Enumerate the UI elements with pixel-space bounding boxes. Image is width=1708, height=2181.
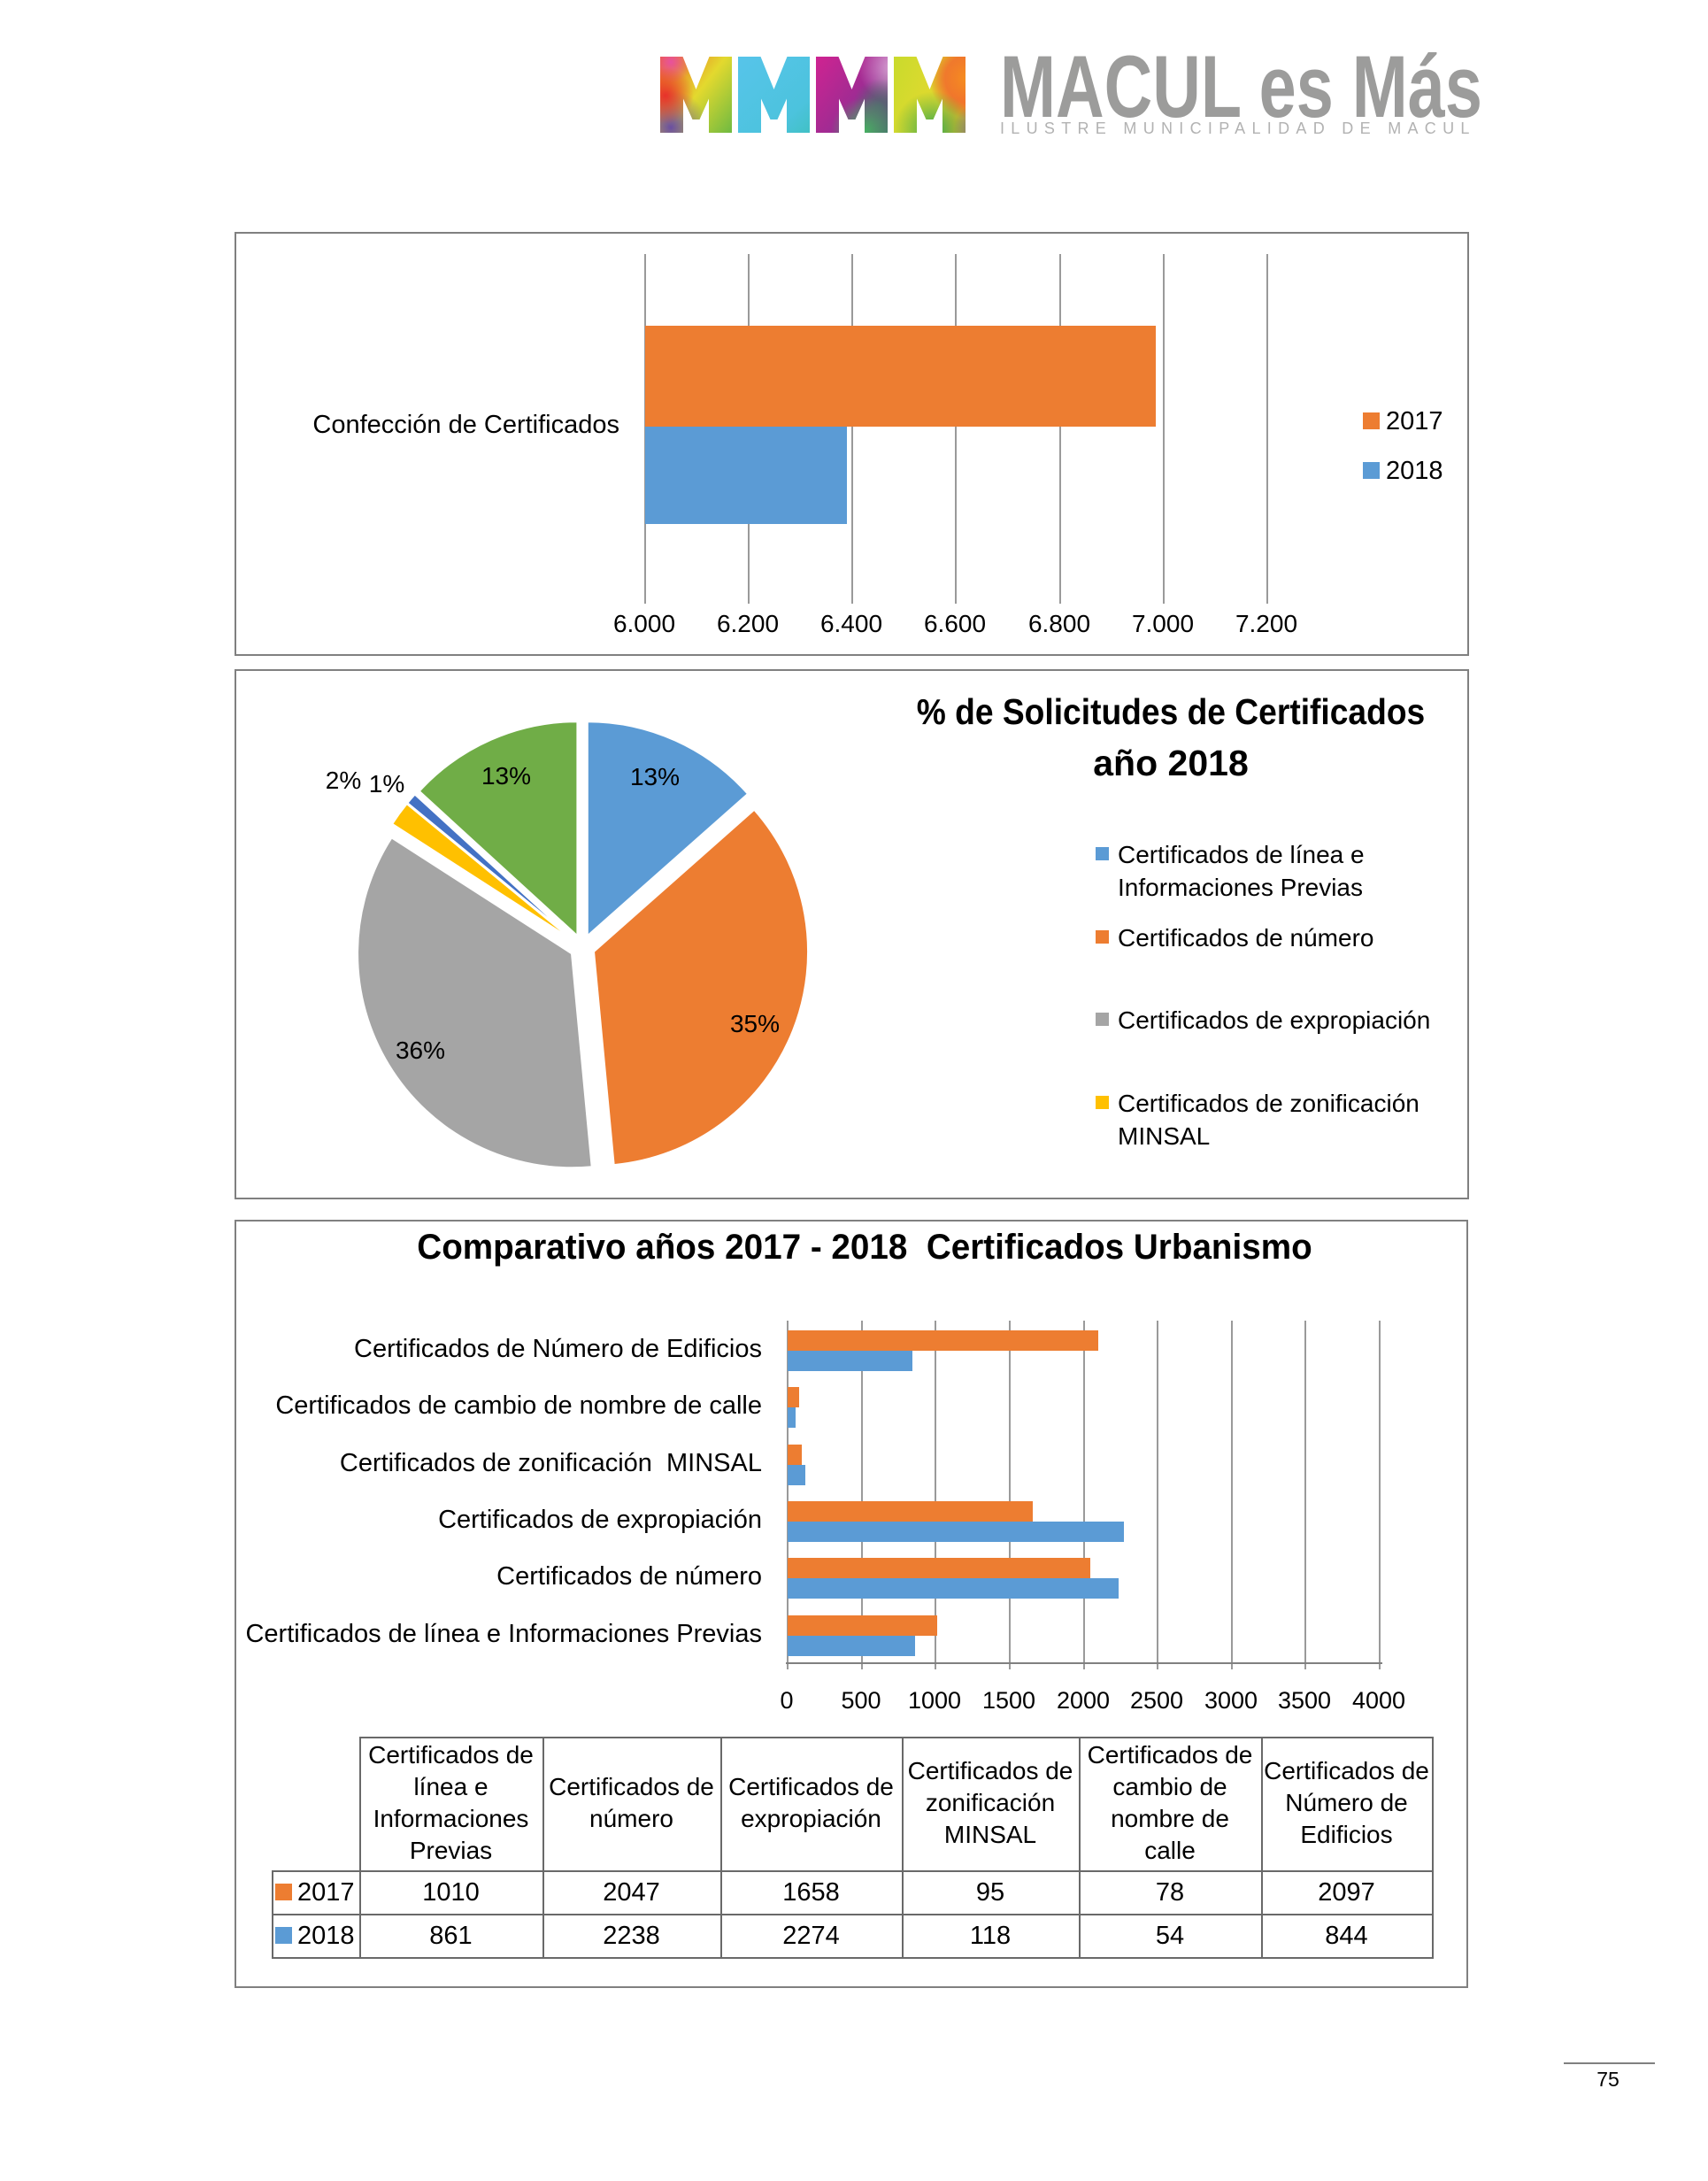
- svg-text:ILUSTRE MUNICIPALIDAD DE MACUL: ILUSTRE MUNICIPALIDAD DE MACUL: [1000, 119, 1476, 137]
- svg-text:MACUL es Más: MACUL es Más: [1000, 37, 1482, 135]
